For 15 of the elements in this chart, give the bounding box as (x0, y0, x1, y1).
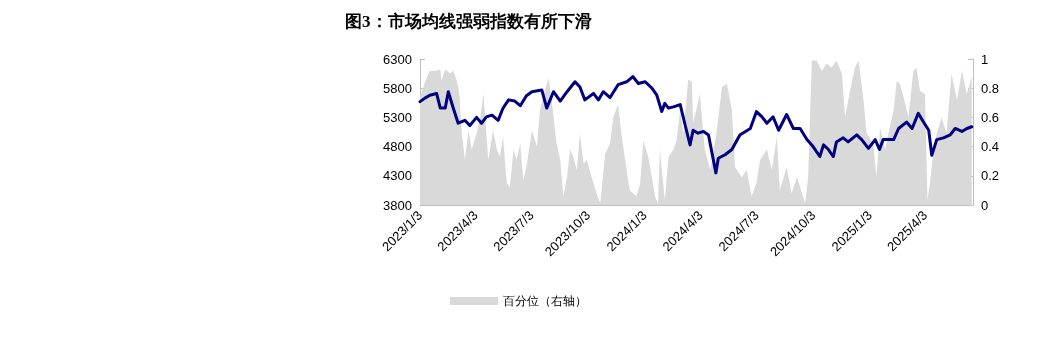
y2-tick-label: 0 (981, 197, 989, 213)
y-tick-label: 6300 (383, 51, 412, 67)
y-tick-label: 5800 (383, 80, 412, 96)
y2-tick-label: 0.2 (981, 168, 1000, 184)
y2-tick-label: 0.4 (981, 139, 1000, 155)
y-tick-label: 4800 (383, 139, 412, 155)
line-series (418, 75, 974, 175)
y2-tick-label: 0.6 (981, 109, 1000, 125)
legend-label: 百分位（右轴） (503, 294, 587, 308)
y2-tick-label: 0.8 (981, 80, 1000, 96)
y-tick-label: 4300 (383, 168, 412, 184)
chart-title: 图3：市场均线强弱指数有所下滑 (345, 12, 592, 31)
y-tick-label: 3800 (383, 197, 412, 213)
y-tick-label: 5300 (383, 109, 412, 125)
y2-tick-label: 1 (981, 51, 989, 67)
